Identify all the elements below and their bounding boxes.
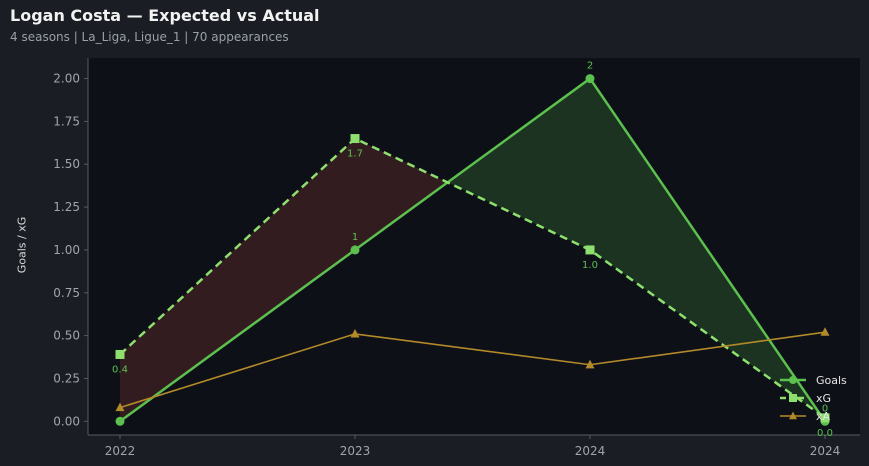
legend-marker-xg (789, 394, 797, 402)
series-line-goals (119, 76, 827, 423)
y-tick-label: 0.00 (53, 414, 80, 428)
y-tick-label: 1.50 (53, 157, 80, 171)
overperformance-area (447, 78, 590, 250)
data-point-xa (820, 327, 830, 336)
series-line-xg (119, 137, 826, 419)
y-tick-label: 2.00 (53, 72, 80, 86)
legend-entry-goals: Goals (816, 374, 847, 387)
y-tick-label: 0.50 (53, 329, 80, 343)
y-tick-label: 1.00 (53, 243, 80, 257)
legend-entry-xa: xA (816, 410, 831, 423)
underperformance-area (355, 138, 448, 250)
data-point-goals (585, 74, 595, 84)
y-tick-label: 1.75 (53, 114, 80, 128)
data-point-xa (585, 359, 595, 369)
y-tick-label: 1.25 (53, 200, 80, 214)
chart-title: Logan Costa — Expected vs Actual (10, 6, 320, 25)
plot-area (88, 58, 860, 435)
data-point-xa (350, 328, 360, 338)
data-point-xg (350, 134, 360, 144)
x-tick-label: 2023 (340, 444, 371, 458)
legend-entry-xg: xG (816, 392, 831, 405)
y-tick-label: 0.25 (53, 371, 80, 385)
data-point-goals (115, 416, 125, 426)
data-label-xg: 0.0 (817, 428, 833, 439)
series-line-xa (119, 331, 826, 409)
underperformance-area (120, 138, 355, 422)
data-point-xg (585, 245, 595, 255)
data-point-xg (820, 413, 830, 423)
data-label-xg: 0.4 (112, 364, 128, 375)
data-label-goals: 0 (822, 403, 828, 414)
legend-marker-goals (789, 376, 797, 384)
data-label-xg: 1.0 (582, 260, 598, 271)
data-point-xa (115, 402, 125, 412)
data-label-goals: 1 (352, 232, 358, 243)
x-tick-label: 2024 (810, 444, 841, 458)
data-point-xg (115, 349, 125, 359)
x-tick-label: 2022 (105, 444, 136, 458)
legend-marker-xa (789, 411, 797, 420)
data-point-goals (350, 245, 360, 255)
chart-subtitle: 4 seasons | La_Liga, Ligue_1 | 70 appear… (10, 30, 289, 44)
data-label-xg: 1.7 (347, 149, 363, 160)
data-label-goals: 2 (587, 61, 593, 72)
x-tick-label: 2024 (575, 444, 606, 458)
y-tick-label: 0.75 (53, 286, 80, 300)
